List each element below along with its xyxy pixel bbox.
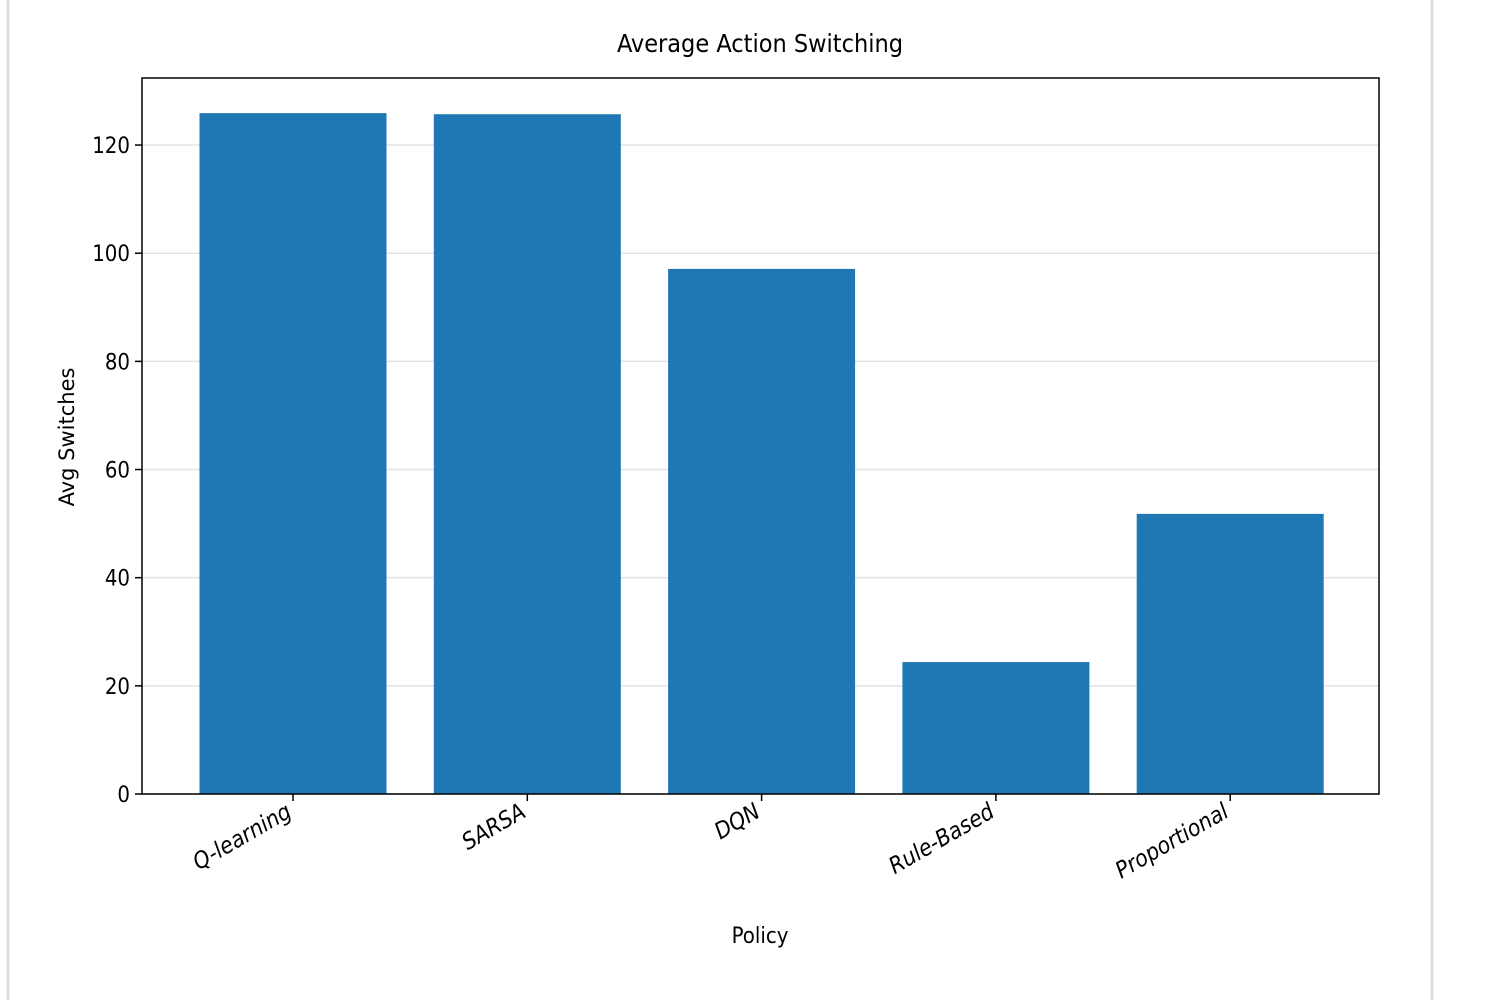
- x-tick-label: Proportional: [1111, 799, 1233, 885]
- y-tick-label: 0: [117, 783, 130, 808]
- frame: [6, 0, 1434, 1000]
- bar: [199, 113, 387, 794]
- bar: [433, 114, 621, 795]
- x-tick-label: Q-learning: [189, 799, 296, 876]
- y-axis-label: Avg Switches: [55, 368, 79, 507]
- x-tick-label: SARSA: [458, 799, 531, 856]
- y-tick-label: 60: [105, 459, 130, 484]
- bar: [668, 268, 856, 794]
- x-tick-label: Rule-Based: [885, 798, 1000, 879]
- plot-border: [141, 77, 1380, 795]
- y-tick-label: 80: [105, 350, 130, 375]
- y-tick-label: 120: [92, 134, 130, 159]
- x-tick-label: DQN: [710, 799, 764, 845]
- y-tick-label: 40: [105, 567, 130, 592]
- bar: [1136, 513, 1324, 794]
- y-tick-label: 100: [92, 242, 130, 267]
- chart-title: Average Action Switching: [617, 29, 903, 58]
- bar: [902, 662, 1090, 794]
- y-tick-label: 20: [105, 675, 130, 700]
- plot-area: 0 20 40 60 80 100 120 Q-learning SARSA DQN Rule-Ba…: [92, 77, 1380, 885]
- x-axis-label: Policy: [732, 924, 789, 949]
